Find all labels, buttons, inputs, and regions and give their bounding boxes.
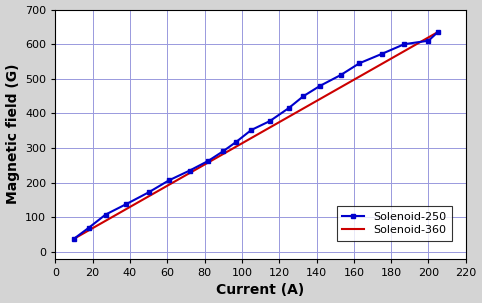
Line: Solenoid-250: Solenoid-250 [71, 30, 440, 241]
Solenoid-250 [317, 84, 323, 88]
Solenoid-250 [220, 149, 226, 153]
Solenoid-250 [233, 140, 239, 144]
Solenoid-250 [123, 202, 129, 206]
Solenoid-250 [71, 237, 77, 241]
Solenoid-250 [357, 62, 362, 65]
Y-axis label: Magnetic field (G): Magnetic field (G) [6, 64, 20, 205]
Solenoid-250 [379, 52, 385, 56]
Solenoid-250 [435, 30, 441, 34]
Solenoid-250 [187, 169, 192, 172]
Solenoid-250 [103, 213, 108, 216]
Solenoid-250 [286, 106, 292, 110]
Solenoid-250 [301, 94, 307, 98]
Legend: Solenoid-250, Solenoid-360: Solenoid-250, Solenoid-360 [337, 206, 452, 241]
Solenoid-250 [248, 128, 254, 132]
Solenoid-250 [146, 191, 151, 194]
Solenoid-250 [338, 73, 344, 77]
Solenoid-250 [402, 42, 407, 46]
Solenoid-250 [205, 159, 211, 163]
Solenoid-250 [166, 178, 172, 182]
X-axis label: Current (A): Current (A) [216, 283, 305, 298]
Solenoid-250 [267, 119, 273, 123]
Solenoid-250 [426, 39, 431, 42]
Solenoid-250 [86, 226, 92, 229]
